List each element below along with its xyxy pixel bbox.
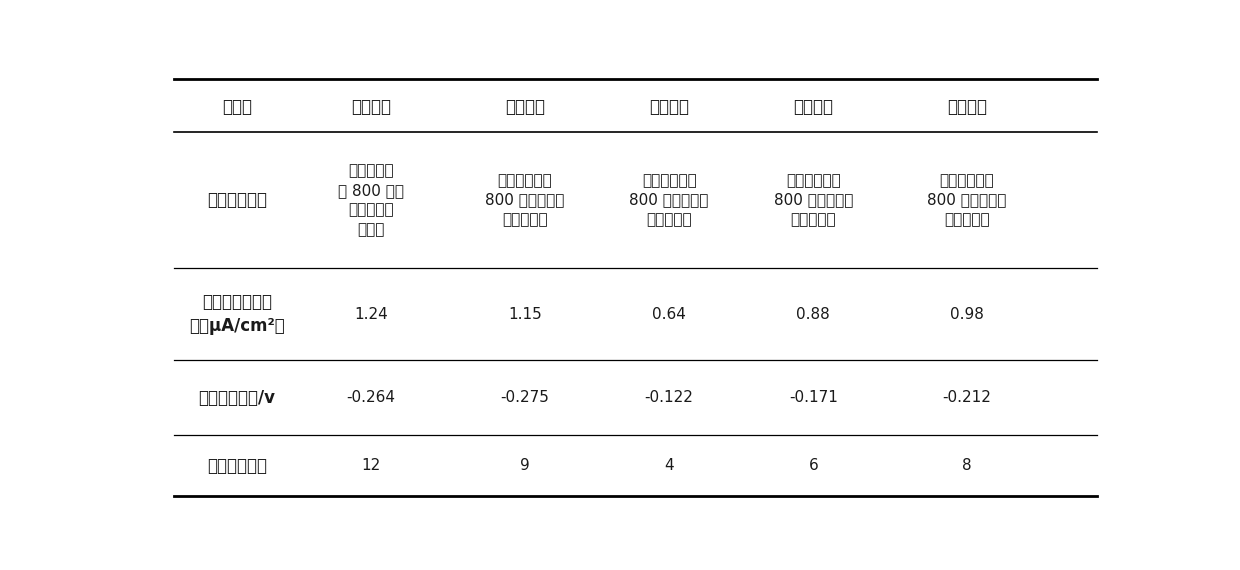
Text: 平均腔蚀电位/v: 平均腔蚀电位/v	[198, 389, 275, 406]
Text: 0.64: 0.64	[652, 307, 686, 321]
Text: 结构致密放大
800 倍观测没有
孔洞及裂纹: 结构致密放大 800 倍观测没有 孔洞及裂纹	[928, 173, 1007, 227]
Text: 6: 6	[808, 458, 818, 473]
Text: 0.98: 0.98	[950, 307, 985, 321]
Text: 实施例五: 实施例五	[947, 98, 987, 116]
Text: 实施例二: 实施例二	[505, 98, 546, 116]
Text: 结构致密放
大 800 倍观
测没有孔洞
及裂纹: 结构致密放 大 800 倍观 测没有孔洞 及裂纹	[339, 163, 404, 237]
Text: 涂层微观形貌: 涂层微观形貌	[207, 191, 267, 209]
Text: 8: 8	[962, 458, 972, 473]
Text: -0.171: -0.171	[789, 390, 838, 405]
Text: 实施例四: 实施例四	[794, 98, 833, 116]
Text: 实施例三: 实施例三	[649, 98, 689, 116]
Text: -0.264: -0.264	[347, 390, 396, 405]
Text: 实施例一: 实施例一	[351, 98, 392, 116]
Text: 0.88: 0.88	[796, 307, 830, 321]
Text: 被腔蚀电极数: 被腔蚀电极数	[207, 457, 267, 475]
Text: 1.24: 1.24	[355, 307, 388, 321]
Text: 结构致密放大
800 倍观测没有
孔洞及裂纹: 结构致密放大 800 倍观测没有 孔洞及裂纹	[774, 173, 853, 227]
Text: 结构致密放大
800 倍观测没有
孔洞及裂纹: 结构致密放大 800 倍观测没有 孔洞及裂纹	[485, 173, 564, 227]
Text: 平均腔蚀电流密
度（μA/cm²）: 平均腔蚀电流密 度（μA/cm²）	[188, 294, 284, 335]
Text: -0.122: -0.122	[645, 390, 693, 405]
Text: 结构致密放大
800 倍观测没有
孔洞及裂纹: 结构致密放大 800 倍观测没有 孔洞及裂纹	[630, 173, 709, 227]
Text: 实施例: 实施例	[222, 98, 252, 116]
Text: 12: 12	[362, 458, 381, 473]
Text: 1.15: 1.15	[508, 307, 542, 321]
Text: -0.212: -0.212	[942, 390, 992, 405]
Text: 9: 9	[520, 458, 529, 473]
Text: 4: 4	[665, 458, 675, 473]
Text: -0.275: -0.275	[501, 390, 549, 405]
